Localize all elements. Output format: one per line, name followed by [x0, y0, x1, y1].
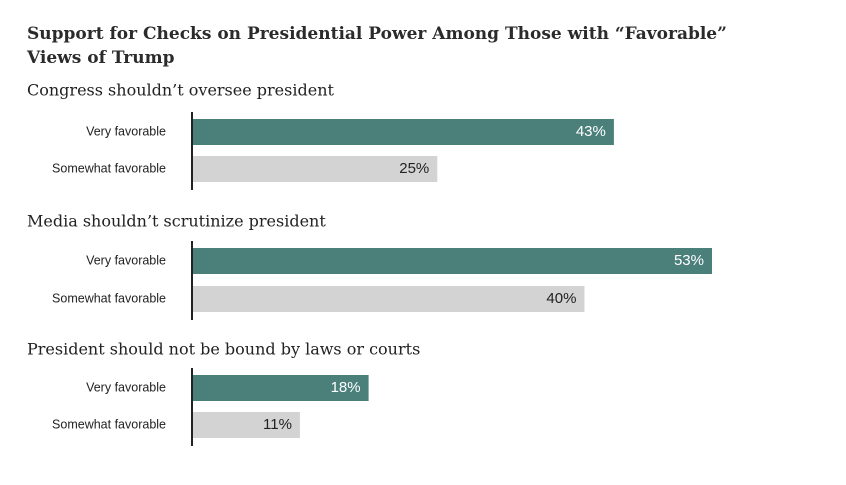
data-label: 25%: [399, 160, 429, 177]
chart-title: Support for Checks on Presidential Power…: [27, 24, 727, 68]
category-label: Very favorable: [86, 253, 166, 267]
category-label: Very favorable: [86, 124, 166, 138]
bar-very-favorable: [192, 119, 614, 145]
category-label: Somewhat favorable: [52, 291, 166, 305]
bar-somewhat-favorable: [192, 412, 300, 438]
group-title: President should not be bound by laws or…: [27, 340, 420, 359]
bar-somewhat-favorable: [192, 156, 438, 182]
data-label: 53%: [674, 252, 704, 269]
data-label: 11%: [263, 416, 292, 433]
bar-very-favorable: [192, 248, 712, 274]
bar-very-favorable: [192, 375, 369, 401]
category-label: Very favorable: [86, 380, 166, 394]
data-label: 43%: [576, 123, 606, 140]
category-label: Somewhat favorable: [52, 161, 166, 175]
bar-somewhat-favorable: [192, 286, 585, 312]
data-label: 40%: [546, 290, 576, 307]
data-label: 18%: [331, 379, 361, 396]
category-label: Somewhat favorable: [52, 417, 166, 431]
group-title: Media shouldn’t scrutinize president: [27, 212, 326, 231]
group-title: Congress shouldn’t oversee president: [27, 81, 334, 100]
